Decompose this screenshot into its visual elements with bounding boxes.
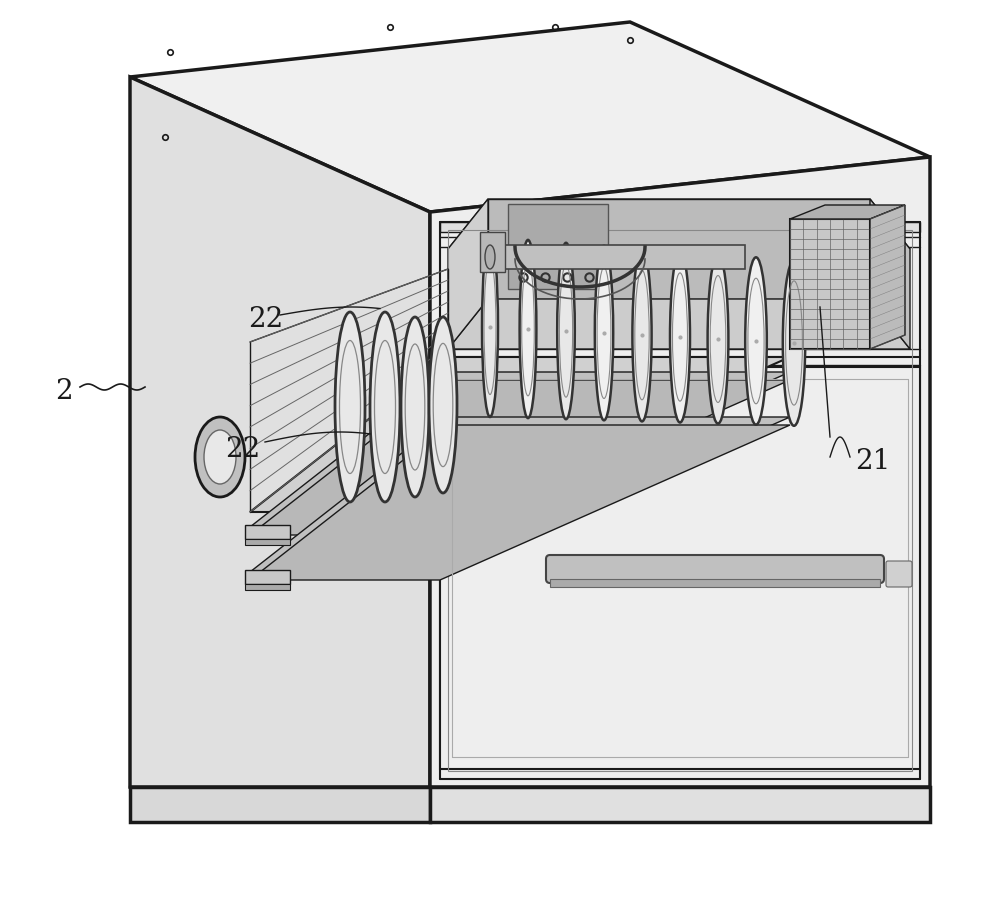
Ellipse shape [370,312,400,502]
Polygon shape [440,222,920,232]
Polygon shape [448,299,910,349]
Polygon shape [870,205,905,349]
Polygon shape [790,205,905,219]
Polygon shape [550,579,880,587]
Polygon shape [250,425,790,580]
Polygon shape [448,199,488,349]
Polygon shape [488,199,870,299]
Ellipse shape [335,312,365,502]
Ellipse shape [745,257,767,424]
Bar [245,570,290,584]
Ellipse shape [520,239,536,418]
Polygon shape [448,199,910,249]
Text: 21: 21 [855,448,890,475]
Bar [245,525,290,539]
Text: 22: 22 [248,306,283,333]
Polygon shape [870,199,910,349]
Polygon shape [245,584,290,590]
Ellipse shape [670,251,690,422]
FancyBboxPatch shape [546,555,884,583]
Ellipse shape [485,245,495,269]
Bar [490,245,745,269]
Polygon shape [430,157,930,787]
Ellipse shape [482,237,498,417]
FancyBboxPatch shape [886,561,912,587]
Text: 2: 2 [55,378,73,405]
Polygon shape [250,357,790,512]
Ellipse shape [783,260,805,426]
Ellipse shape [401,317,429,497]
Ellipse shape [204,430,236,484]
Ellipse shape [557,243,575,419]
Bar [508,204,608,289]
Polygon shape [250,372,790,527]
Polygon shape [250,380,790,535]
Polygon shape [130,77,430,787]
Text: 22: 22 [225,436,260,463]
Ellipse shape [708,255,728,423]
Polygon shape [130,22,930,212]
Polygon shape [430,787,930,822]
Polygon shape [130,787,430,822]
Polygon shape [250,417,790,572]
Ellipse shape [195,417,245,497]
Ellipse shape [632,248,652,422]
Polygon shape [440,367,920,769]
Polygon shape [790,219,870,349]
Ellipse shape [595,246,613,421]
Polygon shape [245,539,290,545]
Ellipse shape [429,317,457,493]
Bar [480,232,505,272]
